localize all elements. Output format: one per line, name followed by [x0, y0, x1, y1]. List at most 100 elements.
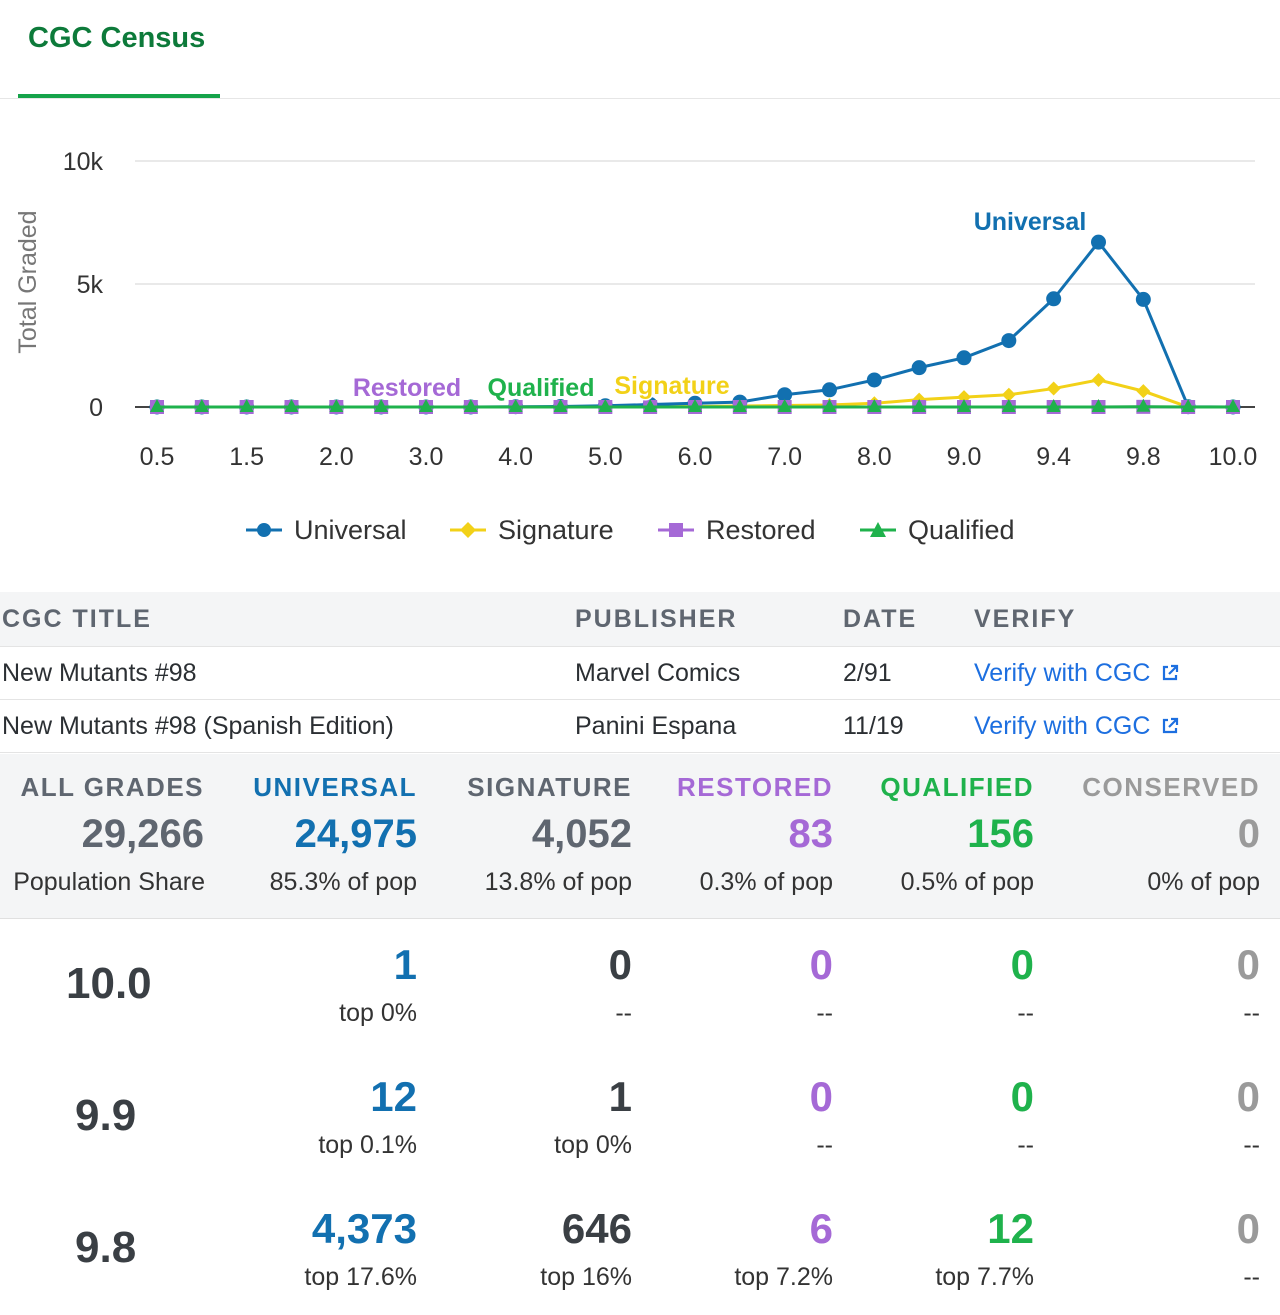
data-point [867, 372, 882, 387]
diamond-marker-icon [450, 520, 486, 540]
x-tick-label: 9.4 [1036, 443, 1071, 471]
grade-signature: 646 top 16% [430, 1183, 632, 1315]
legend-qualified[interactable]: Qualified [860, 508, 1015, 552]
summary-conserved: CONSERVED 0 0% of pop [1060, 754, 1260, 918]
verify-with-cgc-link[interactable]: Verify with CGC [974, 647, 1180, 699]
row-publisher: Marvel Comics [575, 647, 740, 699]
summary-value: 24,975 [295, 812, 417, 857]
grade-qualified: 12 top 7.7% [840, 1183, 1034, 1315]
summary-label: ALL GRADES [20, 772, 204, 803]
summary-label: QUALIFIED [880, 772, 1034, 803]
series-annotation: Universal [974, 208, 1087, 236]
data-point [912, 360, 927, 375]
grade-qualified: 0 -- [840, 1051, 1034, 1183]
grade-sub: top 17.6% [304, 1263, 417, 1292]
x-tick-label: 3.0 [409, 443, 444, 471]
summary-label: SIGNATURE [467, 772, 632, 803]
summary-value: 4,052 [532, 812, 632, 857]
summary-value: 29,266 [82, 812, 204, 857]
grade-signature: 1 top 0% [430, 1051, 632, 1183]
header-date: DATE [843, 592, 917, 646]
grade-sub: top 16% [540, 1263, 632, 1292]
grade-label: 10.0 [66, 959, 152, 1009]
grade-sub: top 0% [339, 999, 417, 1028]
data-point [1047, 382, 1061, 396]
x-tick-label: 9.8 [1126, 443, 1161, 471]
y-axis-label: Total Graded [14, 210, 42, 353]
summary-restored: RESTORED 83 0.3% of pop [640, 754, 833, 918]
triangle-marker-icon [860, 520, 896, 540]
grade-sub: -- [615, 999, 632, 1028]
summary-sub: 13.8% of pop [485, 868, 632, 897]
grade-sub: top 7.7% [935, 1263, 1034, 1292]
grade-value: 0 [1011, 1073, 1034, 1121]
verify-link-label: Verify with CGC [974, 712, 1150, 741]
x-tick-label: 0.5 [140, 443, 175, 471]
grade-restored: 0 -- [640, 919, 833, 1051]
summary-sub: 0.5% of pop [901, 868, 1034, 897]
summary-sub: 85.3% of pop [270, 868, 417, 897]
row-date: 2/91 [843, 647, 892, 699]
verify-with-cgc-link[interactable]: Verify with CGC [974, 700, 1180, 752]
grade-qualified: 0 -- [840, 919, 1034, 1051]
data-point [1136, 384, 1150, 398]
summary-value: 156 [967, 812, 1034, 857]
grade-value: 646 [562, 1205, 632, 1253]
row-publisher: Panini Espana [575, 700, 736, 752]
legend-signature[interactable]: Signature [450, 508, 614, 552]
grade-value: 0 [1237, 941, 1260, 989]
grade-row: 9.8 4,373 top 17.6% 646 top 16% 6 top 7.… [0, 1183, 1280, 1315]
legend-restored[interactable]: Restored [658, 508, 816, 552]
data-point [957, 350, 972, 365]
grade-value: 6 [810, 1205, 833, 1253]
grade-value: 0 [1237, 1073, 1260, 1121]
legend-universal[interactable]: Universal [246, 508, 407, 552]
grade-value: 0 [1237, 1205, 1260, 1253]
chart-legend: Universal Signature Restored Qualified [0, 508, 1280, 552]
summary-qualified: QUALIFIED 156 0.5% of pop [840, 754, 1034, 918]
grade-sub: -- [816, 999, 833, 1028]
series-annotation: Signature [614, 372, 729, 400]
grade-row: 9.9 12 top 0.1% 1 top 0% 0 -- 0 -- 0 -- [0, 1051, 1280, 1184]
title-info-table: CGC TITLE PUBLISHER DATE VERIFY New Muta… [0, 592, 1280, 753]
grade-sub: -- [1243, 1263, 1260, 1292]
grade-value: 0 [810, 941, 833, 989]
data-point [1136, 292, 1151, 307]
grade-value: 0 [609, 941, 632, 989]
data-point [1091, 235, 1106, 250]
x-tick-label: 9.0 [947, 443, 982, 471]
verify-link-label: Verify with CGC [974, 659, 1150, 688]
x-tick-label: 4.0 [498, 443, 533, 471]
grade-restored: 6 top 7.2% [640, 1183, 833, 1315]
grade-label: 9.8 [75, 1223, 136, 1273]
data-point [822, 382, 837, 397]
grade-sub: -- [1017, 1131, 1034, 1160]
x-tick-label: 2.0 [319, 443, 354, 471]
summary-sub: Population Share [13, 868, 205, 897]
grade-sub: top 0.1% [318, 1131, 417, 1160]
grade-label: 9.9 [75, 1091, 136, 1141]
grade-conserved: 0 -- [1060, 1051, 1260, 1183]
x-tick-label: 5.0 [588, 443, 623, 471]
summary-universal: UNIVERSAL 24,975 85.3% of pop [220, 754, 417, 918]
table-row: New Mutants #98 (Spanish Edition) Panini… [0, 700, 1280, 753]
x-tick-label: 8.0 [857, 443, 892, 471]
y-tick-label: 0 [89, 394, 103, 422]
grade-value: 4,373 [312, 1205, 417, 1253]
x-tick-label: 10.0 [1209, 443, 1258, 471]
tab-cgc-census[interactable]: CGC Census [18, 0, 220, 98]
data-point [1046, 291, 1061, 306]
row-date: 11/19 [843, 700, 904, 752]
table-row: New Mutants #98 Marvel Comics 2/91 Verif… [0, 647, 1280, 700]
x-tick-label: 7.0 [767, 443, 802, 471]
grade-value: 1 [394, 941, 417, 989]
square-marker-icon [658, 520, 694, 540]
grade-value: 1 [609, 1073, 632, 1121]
summary-sub: 0.3% of pop [700, 868, 833, 897]
grade-sub: -- [1243, 999, 1260, 1028]
series-annotation: Qualified [488, 374, 595, 402]
grade-value: 0 [810, 1073, 833, 1121]
header-publisher: PUBLISHER [575, 592, 737, 646]
external-link-icon [1160, 716, 1180, 736]
grade-universal: 12 top 0.1% [220, 1051, 417, 1183]
